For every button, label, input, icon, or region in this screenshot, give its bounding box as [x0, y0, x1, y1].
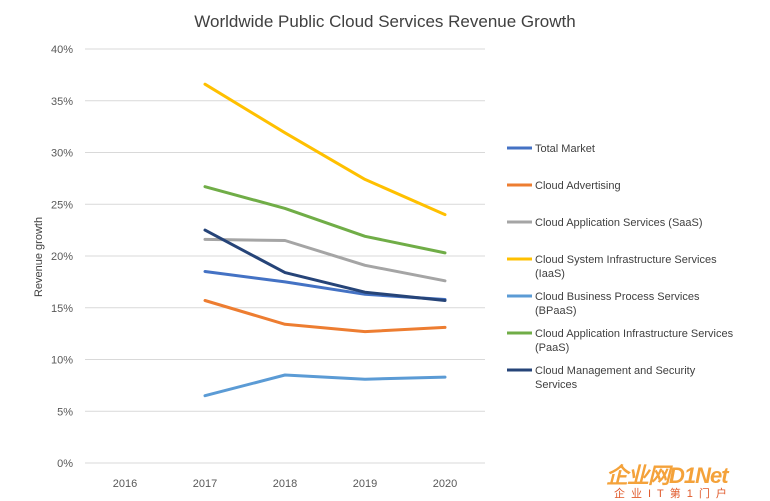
watermark-tagline: 企业IT第1门户 — [614, 488, 733, 500]
series-line-7 — [203, 228, 447, 302]
y-tick-label: 0% — [57, 458, 73, 470]
series-lines — [203, 82, 447, 398]
series-line-6 — [203, 185, 447, 255]
series-line-5 — [203, 373, 447, 398]
gridlines — [85, 48, 485, 464]
y-tick-label: 25% — [51, 199, 73, 211]
y-tick-label: 30% — [51, 148, 73, 160]
x-tick-label: 2017 — [193, 478, 217, 490]
y-tick-label: 5% — [57, 406, 73, 418]
series-line-3 — [203, 237, 447, 283]
y-axis-title: Revenue growth — [33, 217, 45, 297]
legend-label: Cloud Management and Security Services — [535, 365, 696, 391]
legend-label: Cloud Application Services (SaaS) — [535, 217, 703, 229]
y-tick-label: 35% — [51, 96, 73, 108]
x-tick-label: 2020 — [433, 478, 457, 490]
y-tick-label: 40% — [51, 44, 73, 56]
x-axis-ticks: 2016 2017 2018 2019 2020 — [113, 478, 457, 490]
y-tick-label: 15% — [51, 303, 73, 315]
legend-label: Total Market — [535, 143, 595, 155]
legend-label: Cloud Business Process Services (BPaaS) — [535, 291, 700, 317]
chart-title: Worldwide Public Cloud Services Revenue … — [194, 12, 575, 31]
watermark-logo: 企业网D1Net 企业IT第1门户 — [600, 458, 768, 500]
legend: Total Market Cloud Advertising Cloud Appli… — [507, 143, 734, 391]
legend-label: Cloud System Infrastructure Services (Iaa… — [535, 254, 717, 280]
watermark-brand: 企业网D1Net — [606, 463, 729, 488]
legend-label: Cloud Advertising — [535, 180, 621, 192]
y-tick-label: 20% — [51, 251, 73, 263]
x-tick-label: 2016 — [113, 478, 137, 490]
series-line-2 — [203, 299, 447, 334]
series-line-4 — [203, 82, 447, 217]
x-tick-label: 2018 — [273, 478, 297, 490]
y-axis-ticks: 0% 5% 10% 15% 20% 25% 30% 35% 40% — [51, 44, 73, 470]
y-tick-label: 10% — [51, 355, 73, 367]
legend-label: Cloud Application Infrastructure Service… — [535, 328, 734, 354]
x-tick-label: 2019 — [353, 478, 377, 490]
